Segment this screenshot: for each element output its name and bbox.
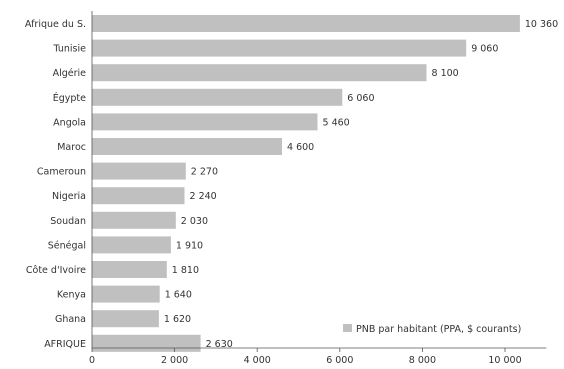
bar bbox=[92, 113, 318, 131]
legend-swatch bbox=[343, 324, 352, 332]
bars-layer bbox=[92, 15, 520, 352]
value-label: 1 810 bbox=[172, 265, 199, 276]
category-label: Maroc bbox=[57, 142, 86, 153]
value-label: 6 060 bbox=[347, 93, 374, 104]
x-tick-label: 10 000 bbox=[488, 355, 521, 365]
category-label: Afrique du S. bbox=[25, 19, 86, 30]
bar bbox=[92, 310, 159, 328]
value-labels: 10 360 9 060 8 100 6 060 5 460 4 600 2 270 2 24… bbox=[164, 19, 558, 350]
category-label: Ghana bbox=[55, 314, 86, 325]
bar bbox=[92, 236, 171, 254]
category-label: Cameroun bbox=[37, 167, 86, 178]
bar bbox=[92, 285, 160, 303]
x-tick-label: 4 000 bbox=[244, 355, 271, 365]
value-label: 9 060 bbox=[471, 44, 498, 55]
x-tick-label: 8 000 bbox=[409, 355, 436, 365]
value-label: 2 240 bbox=[190, 191, 217, 202]
category-label: Algérie bbox=[53, 68, 87, 79]
bar bbox=[92, 64, 427, 82]
bar bbox=[92, 334, 201, 352]
x-axis: 0 2 000 4 000 6 000 8 000 10 000 bbox=[89, 11, 547, 366]
category-label: Sénégal bbox=[48, 240, 86, 251]
category-label: Angola bbox=[53, 117, 86, 128]
bar bbox=[92, 15, 520, 32]
bar bbox=[92, 39, 467, 57]
bar bbox=[92, 211, 176, 229]
bar bbox=[92, 88, 343, 106]
category-label: Côte d'Ivoire bbox=[26, 265, 86, 276]
category-label: AFRIQUE bbox=[44, 339, 86, 350]
value-label: 2 030 bbox=[181, 216, 208, 227]
legend-label: PNB par habitant (PPA, $ courants) bbox=[356, 324, 521, 335]
x-tick-label: 0 bbox=[89, 355, 95, 365]
legend: PNB par habitant (PPA, $ courants) bbox=[343, 324, 521, 335]
value-label: 1 640 bbox=[165, 290, 192, 301]
value-label: 10 360 bbox=[525, 19, 558, 30]
category-label: Nigeria bbox=[52, 191, 86, 202]
bar bbox=[92, 261, 167, 278]
value-label: 4 600 bbox=[287, 142, 314, 153]
category-labels: Afrique du S. Tunisie Algérie Égypte Angola M… bbox=[25, 19, 86, 350]
x-tick-label: 2 000 bbox=[161, 355, 188, 365]
value-label: 8 100 bbox=[432, 68, 459, 79]
value-label: 2 270 bbox=[191, 167, 218, 178]
value-label: 5 460 bbox=[323, 117, 350, 128]
category-label: Égypte bbox=[53, 92, 86, 104]
bar bbox=[92, 138, 282, 155]
category-label: Soudan bbox=[50, 216, 86, 227]
bar bbox=[92, 187, 185, 205]
bar bbox=[92, 162, 186, 180]
category-label: Tunisie bbox=[53, 44, 87, 55]
value-label: 1 910 bbox=[176, 240, 203, 251]
value-label: 2 630 bbox=[206, 339, 233, 350]
value-label: 1 620 bbox=[164, 314, 191, 325]
category-label: Kenya bbox=[57, 290, 86, 301]
x-tick-label: 6 000 bbox=[326, 355, 353, 365]
